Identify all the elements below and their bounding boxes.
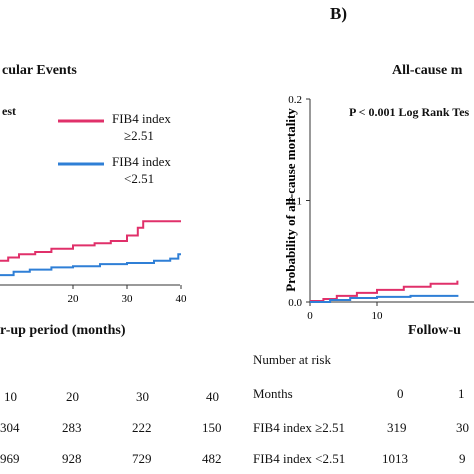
left-series-fib4-high-line <box>0 220 181 262</box>
right-y-tick-label: 0.1 <box>288 196 302 208</box>
right-risk-high-value: 319 <box>387 420 407 435</box>
left-x-tick-label: 40 <box>176 293 188 305</box>
right-chart-title: All-cause m <box>392 63 463 78</box>
right-y-tick-label: 0.2 <box>288 94 302 106</box>
left-legend-low-line1: FIB4 index <box>112 154 171 169</box>
left-risk-low-value: 969 <box>0 451 20 466</box>
left-risk-month: 30 <box>136 389 149 404</box>
left-chart: 20 30 40 <box>0 119 188 305</box>
left-chart-annotation: est <box>2 104 16 118</box>
right-risk-high-value: 30 <box>456 420 469 435</box>
left-risk-month: 20 <box>66 389 79 404</box>
right-risk-low-value: 9 <box>459 451 466 466</box>
left-legend-high-line2: ≥2.51 <box>124 128 154 143</box>
panel-b-label: B) <box>330 4 347 23</box>
left-risk-high-value: 222 <box>132 420 152 435</box>
left-risk-high-value: 150 <box>202 420 222 435</box>
left-risk-month: 10 <box>4 389 17 404</box>
right-x-tick-label: 10 <box>372 310 384 322</box>
right-risk-month: 0 <box>397 386 404 401</box>
left-series-fib4-low-line <box>0 253 181 277</box>
right-x-tick-label: 0 <box>307 310 313 322</box>
right-risk-low-label: FIB4 index <2.51 <box>253 451 346 466</box>
right-risk-low-value: 1013 <box>382 451 408 466</box>
left-chart-title: cular Events <box>2 63 77 78</box>
right-y-axis-label: Probability of all-cause mortality <box>283 108 298 292</box>
right-chart: 0.2 0.1 0.0 0 10 Probability of all-cause m… <box>283 94 474 322</box>
left-risk-high-value: 283 <box>62 420 82 435</box>
left-legend-high-line1: FIB4 index <box>112 111 171 126</box>
left-risk-low-value: 729 <box>132 451 152 466</box>
left-x-tick-label: 30 <box>122 293 134 305</box>
left-risk-low-value: 928 <box>62 451 82 466</box>
right-risk-header: Number at risk <box>253 352 331 367</box>
right-x-axis-label: Follow-u <box>408 323 461 338</box>
right-series-fib4-high-line <box>310 280 459 302</box>
left-risk-high-value: 304 <box>0 420 20 435</box>
left-risk-low-value: 482 <box>202 451 222 466</box>
right-risk-high-label: FIB4 index ≥2.51 <box>253 420 345 435</box>
right-risk-months-label: Months <box>253 386 293 401</box>
left-x-axis-label: r-up period (months) <box>0 323 126 338</box>
right-series-fib4-low-line <box>310 294 459 303</box>
right-risk-month: 1 <box>458 386 465 401</box>
right-chart-annotation: P < 0.001 Log Rank Tes <box>349 105 470 119</box>
left-risk-month: 40 <box>206 389 219 404</box>
left-legend-low-line2: <2.51 <box>124 171 155 186</box>
left-x-tick-label: 20 <box>68 293 80 305</box>
right-y-tick-label: 0.0 <box>288 297 302 309</box>
